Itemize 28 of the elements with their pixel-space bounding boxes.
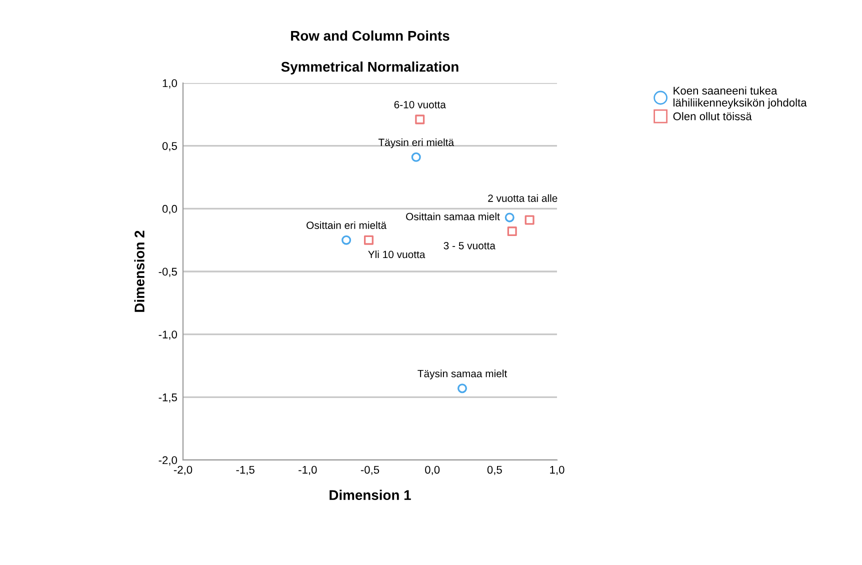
y-tick-label: 0,0: [162, 204, 178, 214]
x-tick-label: -1,0: [298, 466, 317, 476]
x-tick-label: -1,5: [236, 466, 254, 476]
x-tick-label: -2,0: [174, 466, 192, 476]
y-tick-label: 1,0: [162, 79, 178, 88]
chart-title: Row and Column Points: [291, 30, 450, 41]
chart-subtitle: Symmetrical Normalization: [281, 62, 458, 74]
y-tick-label: -0,5: [158, 268, 177, 277]
x-tick-label: 0,5: [487, 466, 502, 476]
annotation: Osittain eri mieltä: [306, 221, 387, 229]
legend-label: Koen saaneeni tukea lähiliikenneyksikön johdolta: [674, 86, 807, 109]
y-tick-label: -1,5: [158, 394, 177, 403]
annotation: Osittain samaa mielt: [406, 212, 500, 220]
y-axis-title: Dimension 2: [134, 230, 144, 312]
x-tick-label: 0,0: [425, 466, 440, 476]
annotation: 2 vuotta tai alle: [488, 194, 558, 202]
annotation: Täysin samaa mielt: [418, 370, 508, 380]
legend-label: Olen ollut töissä: [673, 112, 752, 120]
annotation: Täysin eri mieltä: [378, 138, 454, 148]
annotation: 6-10 vuotta: [394, 100, 446, 108]
y-tick-label: 0,5: [162, 142, 177, 152]
x-axis-title: Dimension 1: [330, 490, 411, 500]
x-tick-label: -0,5: [360, 466, 380, 476]
y-tick-label: -1,0: [158, 330, 178, 340]
annotation: 3 - 5 vuotta: [444, 242, 496, 250]
y-tick-label: -2,0: [158, 456, 178, 466]
x-tick-label: 1,0: [550, 466, 564, 476]
annotation: Yli 10 vuotta: [368, 250, 426, 258]
